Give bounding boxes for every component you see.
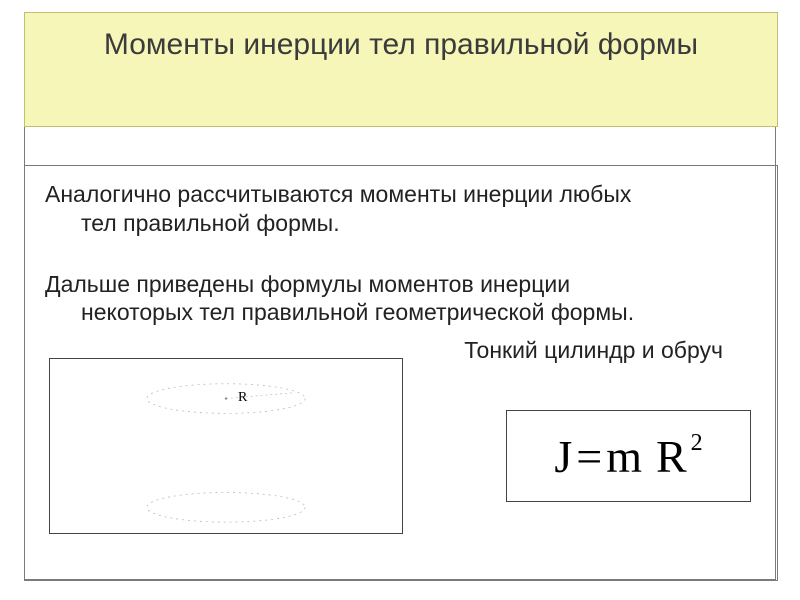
formula: J = m R 2 <box>554 430 702 483</box>
formula-R: R <box>656 430 687 483</box>
formula-box: J = m R 2 <box>506 410 751 502</box>
bottom-ellipse <box>147 492 305 522</box>
p1-line1: Аналогично рассчитываются моменты инерци… <box>45 181 631 207</box>
formula-J: J <box>554 430 572 483</box>
formula-m: m <box>606 430 642 483</box>
title-box: Моменты инерции тел правильной формы <box>24 12 778 127</box>
formula-exp: 2 <box>691 430 703 457</box>
radius-line <box>226 393 295 399</box>
p2-line2: некоторых тел правильной геометрической … <box>45 298 763 327</box>
paragraph-2: Дальше приведены формулы моментов инерци… <box>45 270 763 328</box>
p1-line2: тел правильной формы. <box>45 209 763 238</box>
paragraph-1: Аналогично рассчитываются моменты инерци… <box>45 180 763 238</box>
center-dot <box>225 397 227 399</box>
cylinder-svg <box>50 359 402 533</box>
p2-line1: Дальше приведены формулы моментов инерци… <box>45 271 570 297</box>
slide-title: Моменты инерции тел правильной формы <box>104 27 698 63</box>
slide-frame: Моменты инерции тел правильной формы Ана… <box>24 20 776 580</box>
body-box: Аналогично рассчитываются моменты инерци… <box>24 165 778 581</box>
radius-label: R <box>238 390 247 406</box>
cylinder-diagram: R <box>49 358 403 534</box>
formula-eq: = <box>576 430 602 483</box>
